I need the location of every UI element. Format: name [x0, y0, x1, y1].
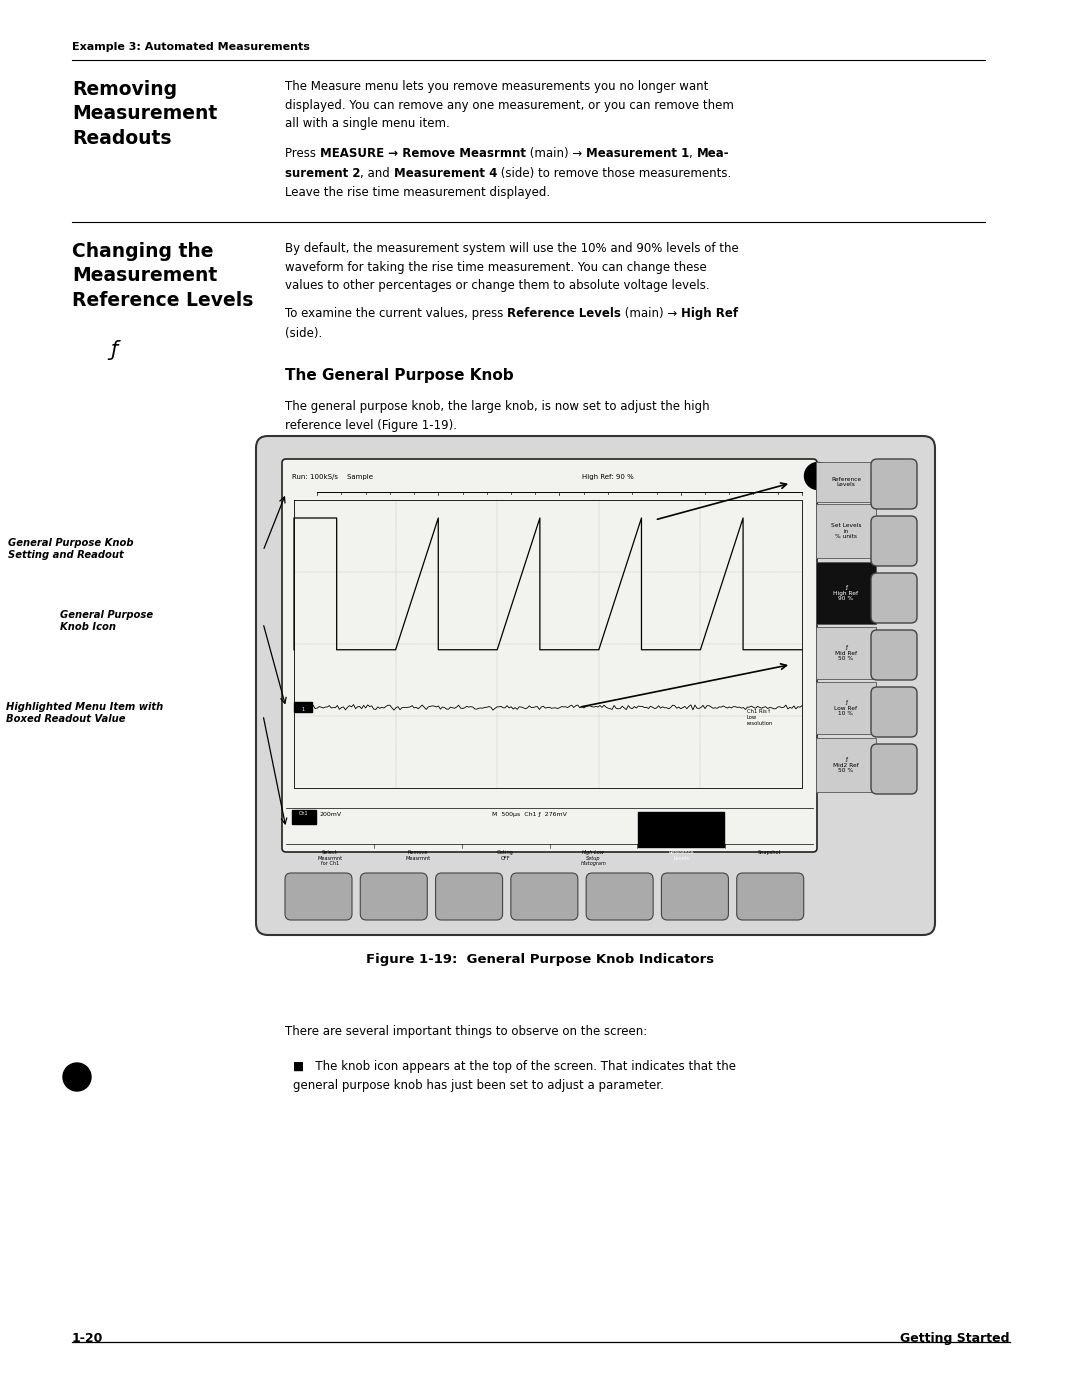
FancyBboxPatch shape — [737, 873, 804, 921]
FancyBboxPatch shape — [282, 460, 816, 852]
FancyBboxPatch shape — [816, 627, 876, 679]
FancyBboxPatch shape — [816, 462, 876, 502]
FancyBboxPatch shape — [511, 873, 578, 921]
Circle shape — [63, 1063, 91, 1091]
Text: Select
Measrmnt
for Ch1: Select Measrmnt for Ch1 — [318, 849, 342, 866]
Text: Removing
Measurement
Readouts: Removing Measurement Readouts — [72, 80, 217, 148]
Bar — [292, 810, 316, 824]
Text: ƒ
High Ref
90 %: ƒ High Ref 90 % — [834, 585, 859, 601]
Text: There are several important things to observe on the screen:: There are several important things to ob… — [285, 1025, 647, 1038]
Text: General Purpose
Knob Icon: General Purpose Knob Icon — [60, 610, 153, 631]
FancyBboxPatch shape — [816, 562, 876, 624]
Text: (side) to remove those measurements.: (side) to remove those measurements. — [498, 166, 731, 179]
Bar — [294, 703, 312, 712]
FancyBboxPatch shape — [870, 573, 917, 623]
FancyBboxPatch shape — [361, 873, 428, 921]
Text: By default, the measurement system will use the 10% and 90% levels of the
wavefo: By default, the measurement system will … — [285, 242, 739, 292]
Text: Getting Started: Getting Started — [901, 1331, 1010, 1345]
FancyBboxPatch shape — [435, 873, 502, 921]
FancyBboxPatch shape — [870, 630, 917, 680]
Text: Set Levels
in
% units: Set Levels in % units — [831, 522, 861, 539]
Text: The Measure menu lets you remove measurements you no longer want
displayed. You : The Measure menu lets you remove measure… — [285, 80, 734, 130]
Text: 1: 1 — [301, 707, 305, 712]
Text: (side).: (side). — [285, 327, 322, 339]
Text: Figure 1-19:  General Purpose Knob Indicators: Figure 1-19: General Purpose Knob Indica… — [366, 953, 714, 965]
Text: (main) →: (main) → — [526, 147, 585, 161]
Text: (main) →: (main) → — [621, 307, 681, 320]
Text: 200mV: 200mV — [320, 812, 342, 817]
FancyBboxPatch shape — [870, 460, 917, 509]
FancyBboxPatch shape — [816, 504, 876, 557]
Text: Mea-: Mea- — [697, 147, 729, 161]
Text: Example 3: Automated Measurements: Example 3: Automated Measurements — [72, 42, 310, 52]
FancyBboxPatch shape — [661, 873, 728, 921]
Text: ƒ
Mid2 Ref
50 %: ƒ Mid2 Ref 50 % — [833, 757, 859, 774]
Text: Remove
Measrmnt: Remove Measrmnt — [405, 849, 430, 861]
Text: Ch1 Ris↑
Low
resolution: Ch1 Ris↑ Low resolution — [747, 710, 773, 726]
FancyBboxPatch shape — [285, 873, 352, 921]
Text: High Ref: 90 %: High Ref: 90 % — [582, 474, 634, 481]
Text: Snapshot: Snapshot — [757, 849, 781, 855]
Text: ,: , — [689, 147, 697, 161]
Text: Reference
Levels: Reference Levels — [669, 849, 694, 861]
Text: High-Low
Setup
Histogram: High-Low Setup Histogram — [580, 849, 606, 866]
Text: , and: , and — [361, 166, 394, 179]
Text: Highlighted Menu Item with
Boxed Readout Value: Highlighted Menu Item with Boxed Readout… — [6, 703, 163, 724]
Text: Leave the rise time measurement displayed.: Leave the rise time measurement displaye… — [285, 186, 550, 198]
Text: ■   The knob icon appears at the top of the screen. That indicates that the
gene: ■ The knob icon appears at the top of th… — [293, 1060, 735, 1091]
Text: To examine the current values, press: To examine the current values, press — [285, 307, 508, 320]
Text: M  500μs  Ch1 ƒ  276mV: M 500μs Ch1 ƒ 276mV — [492, 812, 567, 817]
Text: Ch1: Ch1 — [299, 812, 309, 816]
Text: Gating
OFF: Gating OFF — [497, 849, 514, 861]
Text: Measurement 1: Measurement 1 — [585, 147, 689, 161]
FancyBboxPatch shape — [816, 738, 876, 792]
Text: Changing the
Measurement
Reference Levels: Changing the Measurement Reference Level… — [72, 242, 254, 310]
Text: Run: 100kS/s    Sample: Run: 100kS/s Sample — [292, 474, 373, 481]
Text: Press: Press — [285, 147, 320, 161]
FancyBboxPatch shape — [816, 682, 876, 733]
Text: Reference Levels: Reference Levels — [508, 307, 621, 320]
Text: surement 2: surement 2 — [285, 166, 361, 179]
Text: General Purpose Knob
Setting and Readout: General Purpose Knob Setting and Readout — [8, 538, 134, 560]
Text: 1-20: 1-20 — [72, 1331, 104, 1345]
Text: Reference
Levels: Reference Levels — [831, 476, 861, 488]
Text: The General Purpose Knob: The General Purpose Knob — [285, 367, 514, 383]
Text: ƒ: ƒ — [110, 339, 118, 360]
Bar — [638, 812, 725, 847]
Circle shape — [805, 462, 832, 489]
FancyBboxPatch shape — [870, 745, 917, 793]
FancyBboxPatch shape — [870, 515, 917, 566]
Text: Measurement 4: Measurement 4 — [394, 166, 498, 179]
FancyBboxPatch shape — [586, 873, 653, 921]
Text: The general purpose knob, the large knob, is now set to adjust the high
referenc: The general purpose knob, the large knob… — [285, 400, 710, 432]
FancyBboxPatch shape — [870, 687, 917, 738]
Text: ƒ
Mid Ref
50 %: ƒ Mid Ref 50 % — [835, 644, 858, 661]
FancyBboxPatch shape — [256, 436, 935, 935]
Text: ƒ
Low Ref
10 %: ƒ Low Ref 10 % — [835, 700, 858, 717]
Text: High Ref: High Ref — [681, 307, 738, 320]
Text: MEASURE → Remove Measrmnt: MEASURE → Remove Measrmnt — [320, 147, 526, 161]
